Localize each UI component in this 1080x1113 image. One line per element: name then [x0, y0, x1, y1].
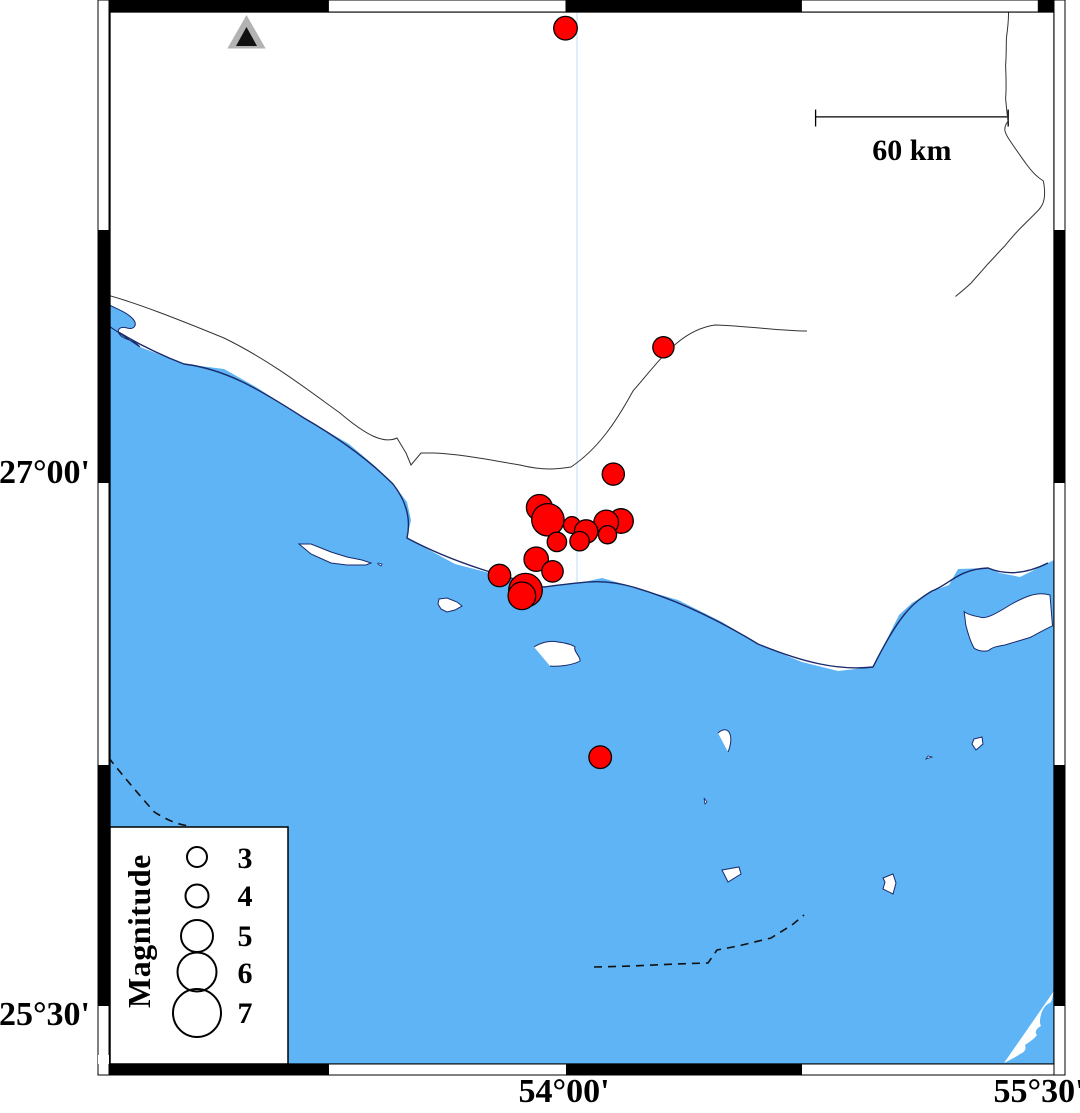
- svg-text:55°30': 55°30': [993, 1073, 1080, 1110]
- svg-text:54°00': 54°00': [518, 1073, 609, 1110]
- svg-text:4: 4: [238, 880, 253, 913]
- svg-text:5: 5: [238, 920, 253, 953]
- svg-text:3: 3: [238, 842, 253, 875]
- svg-text:Magnitude: Magnitude: [121, 854, 157, 1008]
- svg-text:7: 7: [238, 997, 253, 1030]
- svg-text:6: 6: [238, 957, 253, 990]
- svg-text:60 km: 60 km: [872, 134, 951, 167]
- svg-text:25°30': 25°30': [0, 996, 90, 1033]
- svg-text:27°00': 27°00': [0, 454, 90, 491]
